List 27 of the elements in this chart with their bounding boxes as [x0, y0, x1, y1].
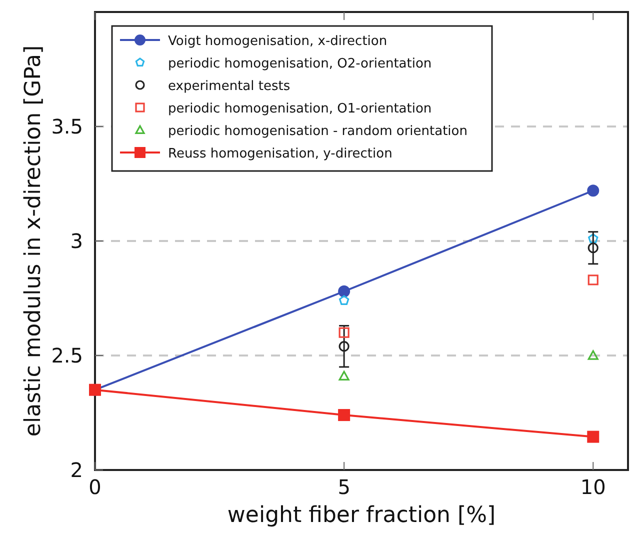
- y-tick-label: 3: [70, 229, 83, 253]
- point: [587, 430, 600, 443]
- legend-label: Voigt homogenisation, x-direction: [168, 34, 388, 49]
- point: [588, 274, 598, 286]
- point: [338, 370, 350, 381]
- legend-label: periodic homogenisation, O1-orientation: [168, 102, 432, 116]
- point: [588, 242, 598, 254]
- legend-label: periodic homogenisation, O2-orientation: [168, 56, 432, 72]
- point: [338, 285, 350, 298]
- point: [588, 233, 598, 244]
- x-axis-title: weight fiber fraction [%]: [227, 503, 496, 528]
- y-axis-title: elastic modulus in x-direction [GPa]: [21, 45, 46, 437]
- point: [588, 350, 598, 360]
- x-tick-label: 5: [338, 475, 350, 499]
- y-tick-label: 2: [70, 458, 83, 482]
- x-tick-label: 10: [580, 475, 606, 499]
- point: [338, 327, 350, 338]
- point: [338, 409, 350, 422]
- legend-label: experimental tests: [168, 79, 290, 94]
- point: [338, 341, 350, 352]
- y-tick-label: 2.5: [51, 344, 83, 368]
- legend-label: periodic homogenisation - random orientation: [168, 124, 468, 139]
- legend-label: Reuss homogenisation, y-direction: [168, 146, 392, 162]
- point: [338, 295, 350, 305]
- x-tick-label: 0: [88, 475, 102, 499]
- y-tick-label: 3.5: [51, 114, 83, 138]
- point: [587, 184, 600, 197]
